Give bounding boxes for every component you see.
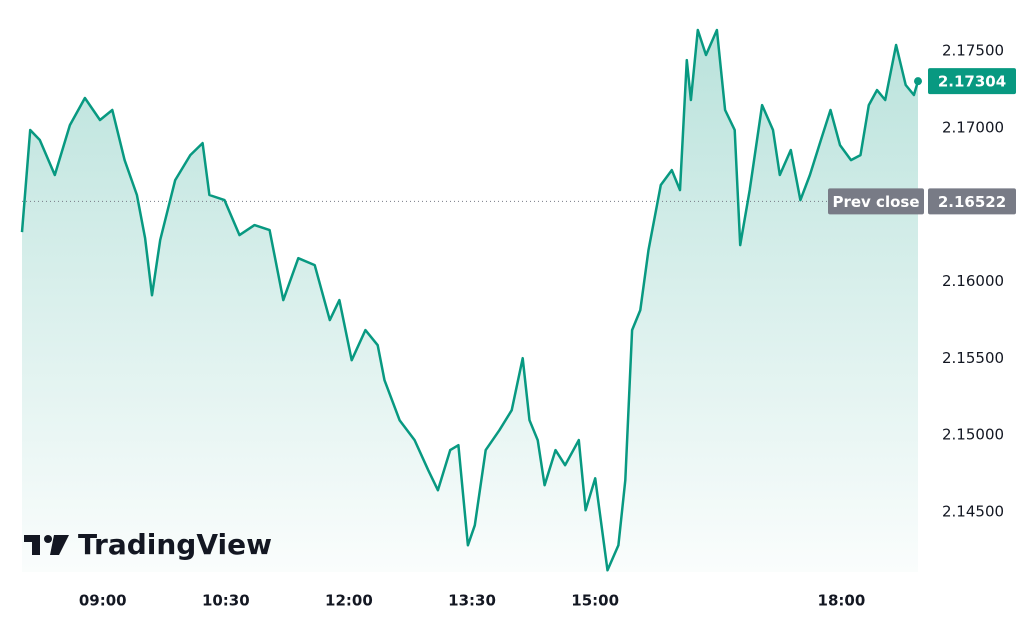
y-tick-label: 2.15500 xyxy=(942,349,1004,367)
x-tick-label: 13:30 xyxy=(448,592,496,610)
x-tick-label: 18:00 xyxy=(818,592,866,610)
x-tick-label: 10:30 xyxy=(202,592,250,610)
logo xyxy=(24,535,69,555)
x-tick-label: 12:00 xyxy=(325,592,373,610)
y-tick-label: 2.17500 xyxy=(942,42,1004,60)
y-tick-label: 2.16000 xyxy=(942,272,1004,290)
last-point xyxy=(914,77,922,86)
area xyxy=(22,30,918,572)
watermark: TradingView xyxy=(78,528,272,561)
price-line xyxy=(20,28,920,572)
y-tick-label: 2.15000 xyxy=(942,426,1004,444)
x-tick-label: 09:00 xyxy=(79,592,127,610)
prev-close-label: Prev close xyxy=(832,193,919,211)
prev-close-value-tag xyxy=(928,188,1016,215)
last-price-label: 2.17304 xyxy=(938,73,1006,91)
x-tick-label: 15:00 xyxy=(571,592,619,610)
prev-close-tag xyxy=(828,188,924,215)
prev-close-value: 2.16522 xyxy=(938,193,1006,211)
y-tick-label: 2.14500 xyxy=(942,503,1004,521)
last-price-tag xyxy=(928,68,1016,95)
y-tick-label: 2.17000 xyxy=(942,118,1004,136)
